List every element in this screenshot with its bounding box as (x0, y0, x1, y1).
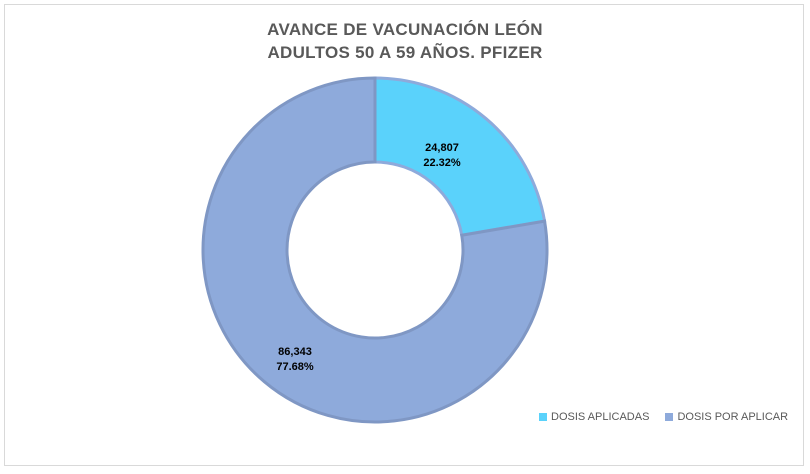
chart-legend: DOSIS APLICADAS DOSIS POR APLICAR (539, 411, 788, 423)
donut-chart: 24,807 22.32% 86,343 77.68% (201, 76, 549, 424)
data-label-aplicadas-percent: 22.32% (423, 157, 461, 169)
donut-slice-por-aplicar[interactable] (201, 76, 549, 424)
data-label-aplicadas-value: 24,807 (425, 142, 459, 154)
chart-frame: AVANCE DE VACUNACIÓN LEÓN ADULTOS 50 A 5… (4, 4, 804, 466)
legend-item-por-aplicar[interactable]: DOSIS POR APLICAR (665, 411, 788, 423)
legend-item-aplicadas[interactable]: DOSIS APLICADAS (539, 411, 649, 423)
chart-title-line-2: ADULTOS 50 A 59 AÑOS. PFIZER (267, 43, 543, 62)
chart-title-line-1: AVANCE DE VACUNACIÓN LEÓN (267, 20, 543, 39)
legend-swatch-por-aplicar (665, 413, 674, 421)
legend-label-aplicadas: DOSIS APLICADAS (551, 411, 650, 423)
data-label-por-aplicar-percent: 77.68% (276, 361, 314, 373)
donut-slice-aplicadas[interactable] (373, 76, 547, 237)
legend-swatch-aplicadas (539, 413, 547, 421)
data-label-por-aplicar-value: 86,343 (278, 346, 312, 358)
chart-title: AVANCE DE VACUNACIÓN LEÓN ADULTOS 50 A 5… (5, 18, 805, 64)
legend-label-por-aplicar: DOSIS POR APLICAR (677, 411, 789, 423)
